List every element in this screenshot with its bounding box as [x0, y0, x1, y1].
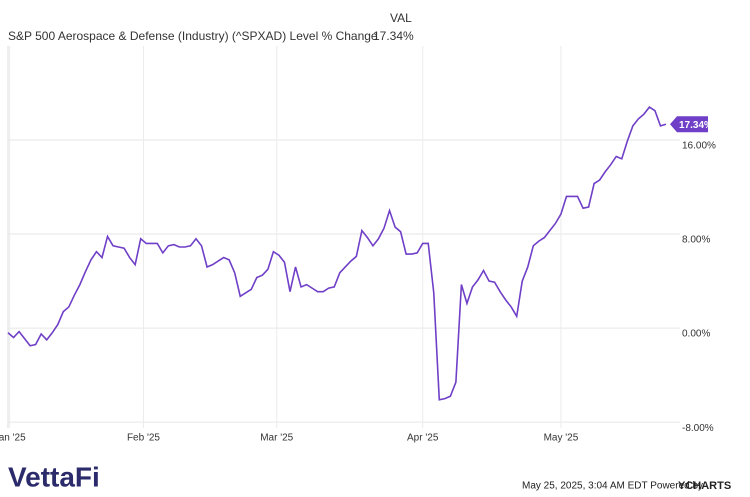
brand: YCHARTS: [678, 480, 731, 492]
legend-name: S&P 500 Aerospace & Defense (Industry) (…: [8, 29, 378, 43]
value-flag-label: 17.34%: [679, 120, 713, 131]
legend-header: VAL: [390, 11, 412, 25]
y-tick-label: -8.00%: [682, 423, 714, 434]
logo: VettaFi: [8, 461, 100, 492]
legend-value: 17.34%: [373, 29, 414, 43]
x-tick-label: Feb '25: [127, 433, 160, 444]
y-tick-label: 8.00%: [682, 235, 710, 246]
timestamp: May 25, 2025, 3:04 AM EDT Powered by: [522, 481, 703, 492]
y-tick-label: 16.00%: [682, 141, 716, 152]
value-flag: [670, 116, 708, 133]
x-tick-label: Apr '25: [407, 433, 439, 444]
x-tick-label: Mar '25: [260, 433, 293, 444]
x-tick-label: May '25: [544, 433, 579, 444]
y-tick-label: 0.00%: [682, 329, 710, 340]
x-tick-label: Jan '25: [0, 433, 26, 444]
line: [7, 106, 667, 401]
